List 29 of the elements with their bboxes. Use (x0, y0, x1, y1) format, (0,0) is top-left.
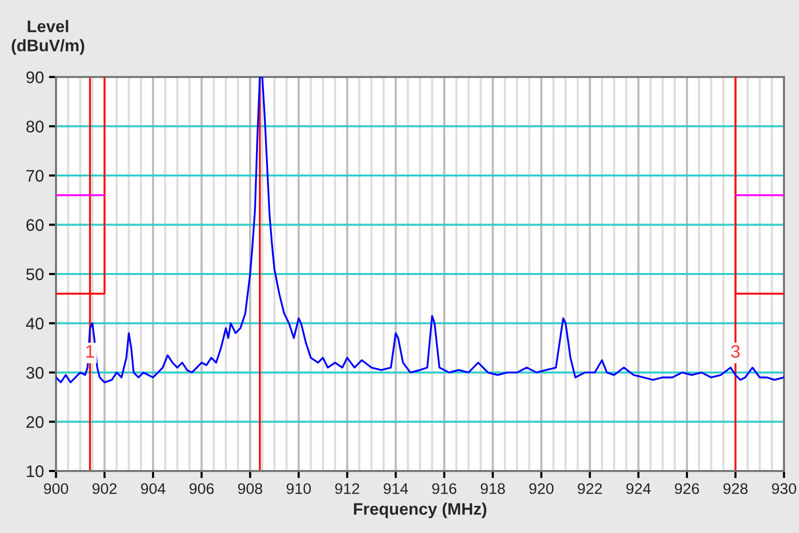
x-axis-title: Frequency (MHz) (354, 502, 486, 518)
x-tick-label: 912 (335, 483, 360, 494)
y-tick-label: 90 (26, 71, 44, 84)
y-tick-label: 30 (26, 366, 44, 379)
x-tick-label: 908 (238, 483, 262, 494)
x-tick-label: 930 (772, 483, 796, 494)
y-tick-label: 80 (26, 120, 44, 132)
x-tick-label: 916 (432, 483, 456, 494)
y-tick-label: 70 (26, 170, 44, 182)
annotation: 1 (86, 345, 94, 358)
y-tick-label: 60 (26, 219, 44, 231)
y-tick-label: 40 (26, 318, 44, 330)
x-tick-label: 918 (480, 483, 505, 494)
x-tick-label: 910 (286, 483, 311, 494)
x-tick-label: 900 (44, 483, 68, 494)
x-tick-label: 924 (626, 483, 651, 494)
y-axis-title: Level (dBuV/m) (12, 20, 84, 55)
x-tick-label: 906 (190, 483, 214, 494)
x-tick-label: 922 (578, 483, 602, 494)
x-tick-label: 902 (92, 483, 117, 494)
x-tick-label: 914 (384, 483, 408, 494)
x-tick-label: 928 (723, 483, 748, 494)
x-tick-label: 926 (674, 483, 700, 494)
y-tick-label: 10 (26, 465, 44, 478)
y-tick-label: 50 (26, 268, 44, 280)
x-tick-label: 904 (141, 483, 166, 494)
x-tick-label: 920 (529, 483, 554, 494)
annotation: 3 (731, 345, 740, 358)
y-tick-label: 20 (26, 416, 44, 428)
